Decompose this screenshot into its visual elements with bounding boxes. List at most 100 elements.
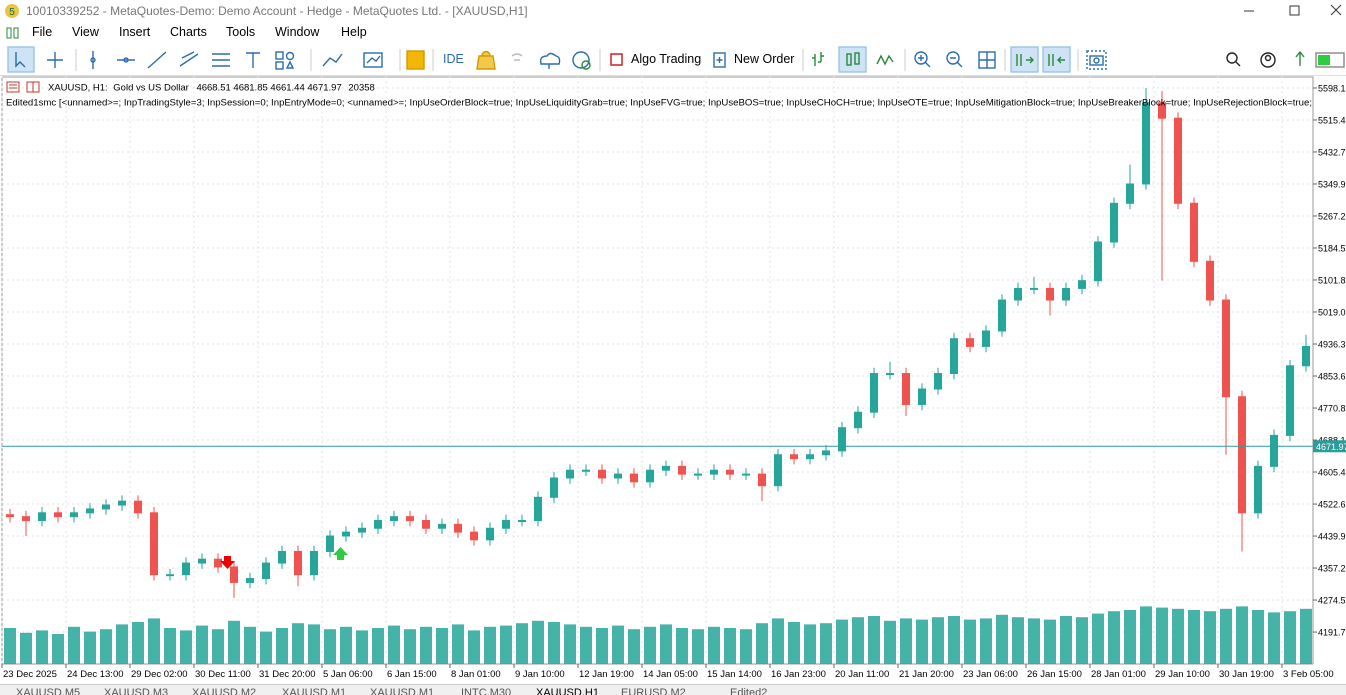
chart-tab[interactable]: EURUSD,M2 <box>621 687 686 695</box>
fibo-tool[interactable] <box>212 53 230 67</box>
y-tick-label: 4936.3 <box>1318 340 1346 350</box>
candle-body <box>566 469 574 479</box>
candle-body <box>342 531 350 537</box>
low-price: 4661.44 <box>270 83 304 94</box>
candle-body <box>198 558 206 564</box>
menu-item[interactable]: Charts <box>170 25 207 39</box>
x-tick-label: 31 Dec 20:00 <box>259 669 316 680</box>
signals-button[interactable] <box>511 53 523 61</box>
symbol: XAUUSD, H1: <box>48 83 108 94</box>
ide-button[interactable]: IDE <box>443 52 464 66</box>
account-button[interactable] <box>1260 52 1276 68</box>
volume-bar <box>644 626 656 664</box>
shop-button[interactable] <box>476 50 496 70</box>
chart-tab[interactable]: Edited2 <box>730 687 768 695</box>
cursor-tool[interactable] <box>15 52 26 68</box>
volume-bar <box>1220 608 1232 664</box>
candle-body <box>6 514 14 518</box>
x-tick-label: 5 Jan 06:00 <box>323 669 373 680</box>
menu-item[interactable]: Window <box>275 25 320 39</box>
buy-signal-arrow <box>333 547 348 560</box>
candle-body <box>662 465 670 471</box>
channel-tool[interactable] <box>179 51 199 67</box>
candle-body <box>1254 465 1262 514</box>
menu-item[interactable]: Insert <box>119 25 151 39</box>
templates-button[interactable] <box>363 52 383 68</box>
network-button[interactable] <box>572 51 590 69</box>
x-tick-label: 20 Jan 11:00 <box>835 669 889 680</box>
algo-trading-button[interactable]: Algo Trading <box>631 52 702 66</box>
shapes-tool[interactable] <box>275 51 284 60</box>
volume-bar <box>1060 616 1072 664</box>
market-button[interactable] <box>406 50 425 70</box>
y-tick-label: 5019.0 <box>1318 308 1346 318</box>
candles-button[interactable] <box>846 53 852 66</box>
x-tick-label: 24 Dec 13:00 <box>67 669 124 680</box>
volume-bar <box>52 634 64 664</box>
candle-body <box>1302 345 1310 367</box>
volume-bar <box>468 630 480 664</box>
candle-body <box>230 566 238 583</box>
volume-bar <box>68 626 80 664</box>
chart-tab[interactable]: XAUUSD,M3 <box>104 687 169 695</box>
candle-body <box>294 550 302 576</box>
volume-bar <box>724 628 736 664</box>
volume-bar <box>516 623 528 664</box>
window-controls[interactable] <box>1235 0 1346 22</box>
menu-item[interactable]: View <box>72 25 99 39</box>
chart-tab[interactable]: XAUUSD,M1 <box>282 687 347 695</box>
menu-item[interactable]: Help <box>341 25 367 39</box>
indicators-button[interactable] <box>322 53 343 67</box>
indicator-label: Edited1smc [<unnamed>=; InpTradingStyle=… <box>6 98 1312 108</box>
candle-body <box>54 512 62 518</box>
candle-body <box>1030 287 1038 290</box>
chart-tab-active[interactable]: XAUUSD,H1 <box>536 687 599 695</box>
candle-body <box>1142 102 1150 185</box>
x-tick-label: 3 Feb 05:00 <box>1283 669 1334 680</box>
volume-bar <box>1268 612 1280 664</box>
zoom-out-button[interactable] <box>946 51 960 65</box>
search-button[interactable] <box>1226 52 1238 64</box>
high-price: 4681.85 <box>233 83 267 94</box>
candle-body <box>886 373 894 376</box>
volume-bar <box>452 624 464 664</box>
zoom-in-button[interactable] <box>914 51 928 65</box>
volume-bar <box>660 624 672 664</box>
candle-body <box>438 523 446 529</box>
new-order-button[interactable]: New Order <box>734 52 795 66</box>
candle-body <box>310 550 318 576</box>
chart-tab[interactable]: INTC,M30 <box>461 687 512 695</box>
candle-body <box>870 373 878 413</box>
chart-tab[interactable]: XAUUSD,M5 <box>16 687 81 695</box>
y-tick-label: 4357.2 <box>1318 564 1346 574</box>
volume-bar <box>404 629 416 664</box>
text-tool[interactable] <box>246 52 260 68</box>
volume-bar <box>964 619 976 664</box>
volume-bar <box>596 628 608 664</box>
shift-button[interactable] <box>1048 54 1065 66</box>
screenshot-button[interactable] <box>1089 55 1104 66</box>
crosshair-tool[interactable] <box>47 52 63 68</box>
candle-body <box>630 473 638 483</box>
symbol-description: Gold vs US Dollar <box>113 83 189 94</box>
autoscroll-button[interactable] <box>1016 54 1034 66</box>
candle-body <box>1158 102 1166 119</box>
trendline-tool[interactable] <box>147 51 167 69</box>
chart-tab[interactable]: XAUUSD,M1 <box>370 687 435 695</box>
candle-body <box>998 299 1006 332</box>
menu-item[interactable]: Tools <box>226 25 256 39</box>
candle-body <box>374 520 382 529</box>
menu-item[interactable]: File <box>32 25 53 39</box>
volume-bar <box>1124 610 1136 664</box>
candle-body <box>918 388 926 405</box>
volume-bar <box>980 618 992 664</box>
x-tick-label: 29 Jan 10:00 <box>1155 669 1210 680</box>
volume-bar <box>564 624 576 664</box>
y-tick-label: 4605.4 <box>1318 468 1346 478</box>
vps-button[interactable] <box>539 52 561 70</box>
bars-button[interactable] <box>812 52 824 66</box>
line-button[interactable] <box>876 54 894 66</box>
volume-bar <box>244 626 256 664</box>
chart-tab[interactable]: XAUUSD,M2 <box>192 687 257 695</box>
candle-body <box>582 469 590 472</box>
